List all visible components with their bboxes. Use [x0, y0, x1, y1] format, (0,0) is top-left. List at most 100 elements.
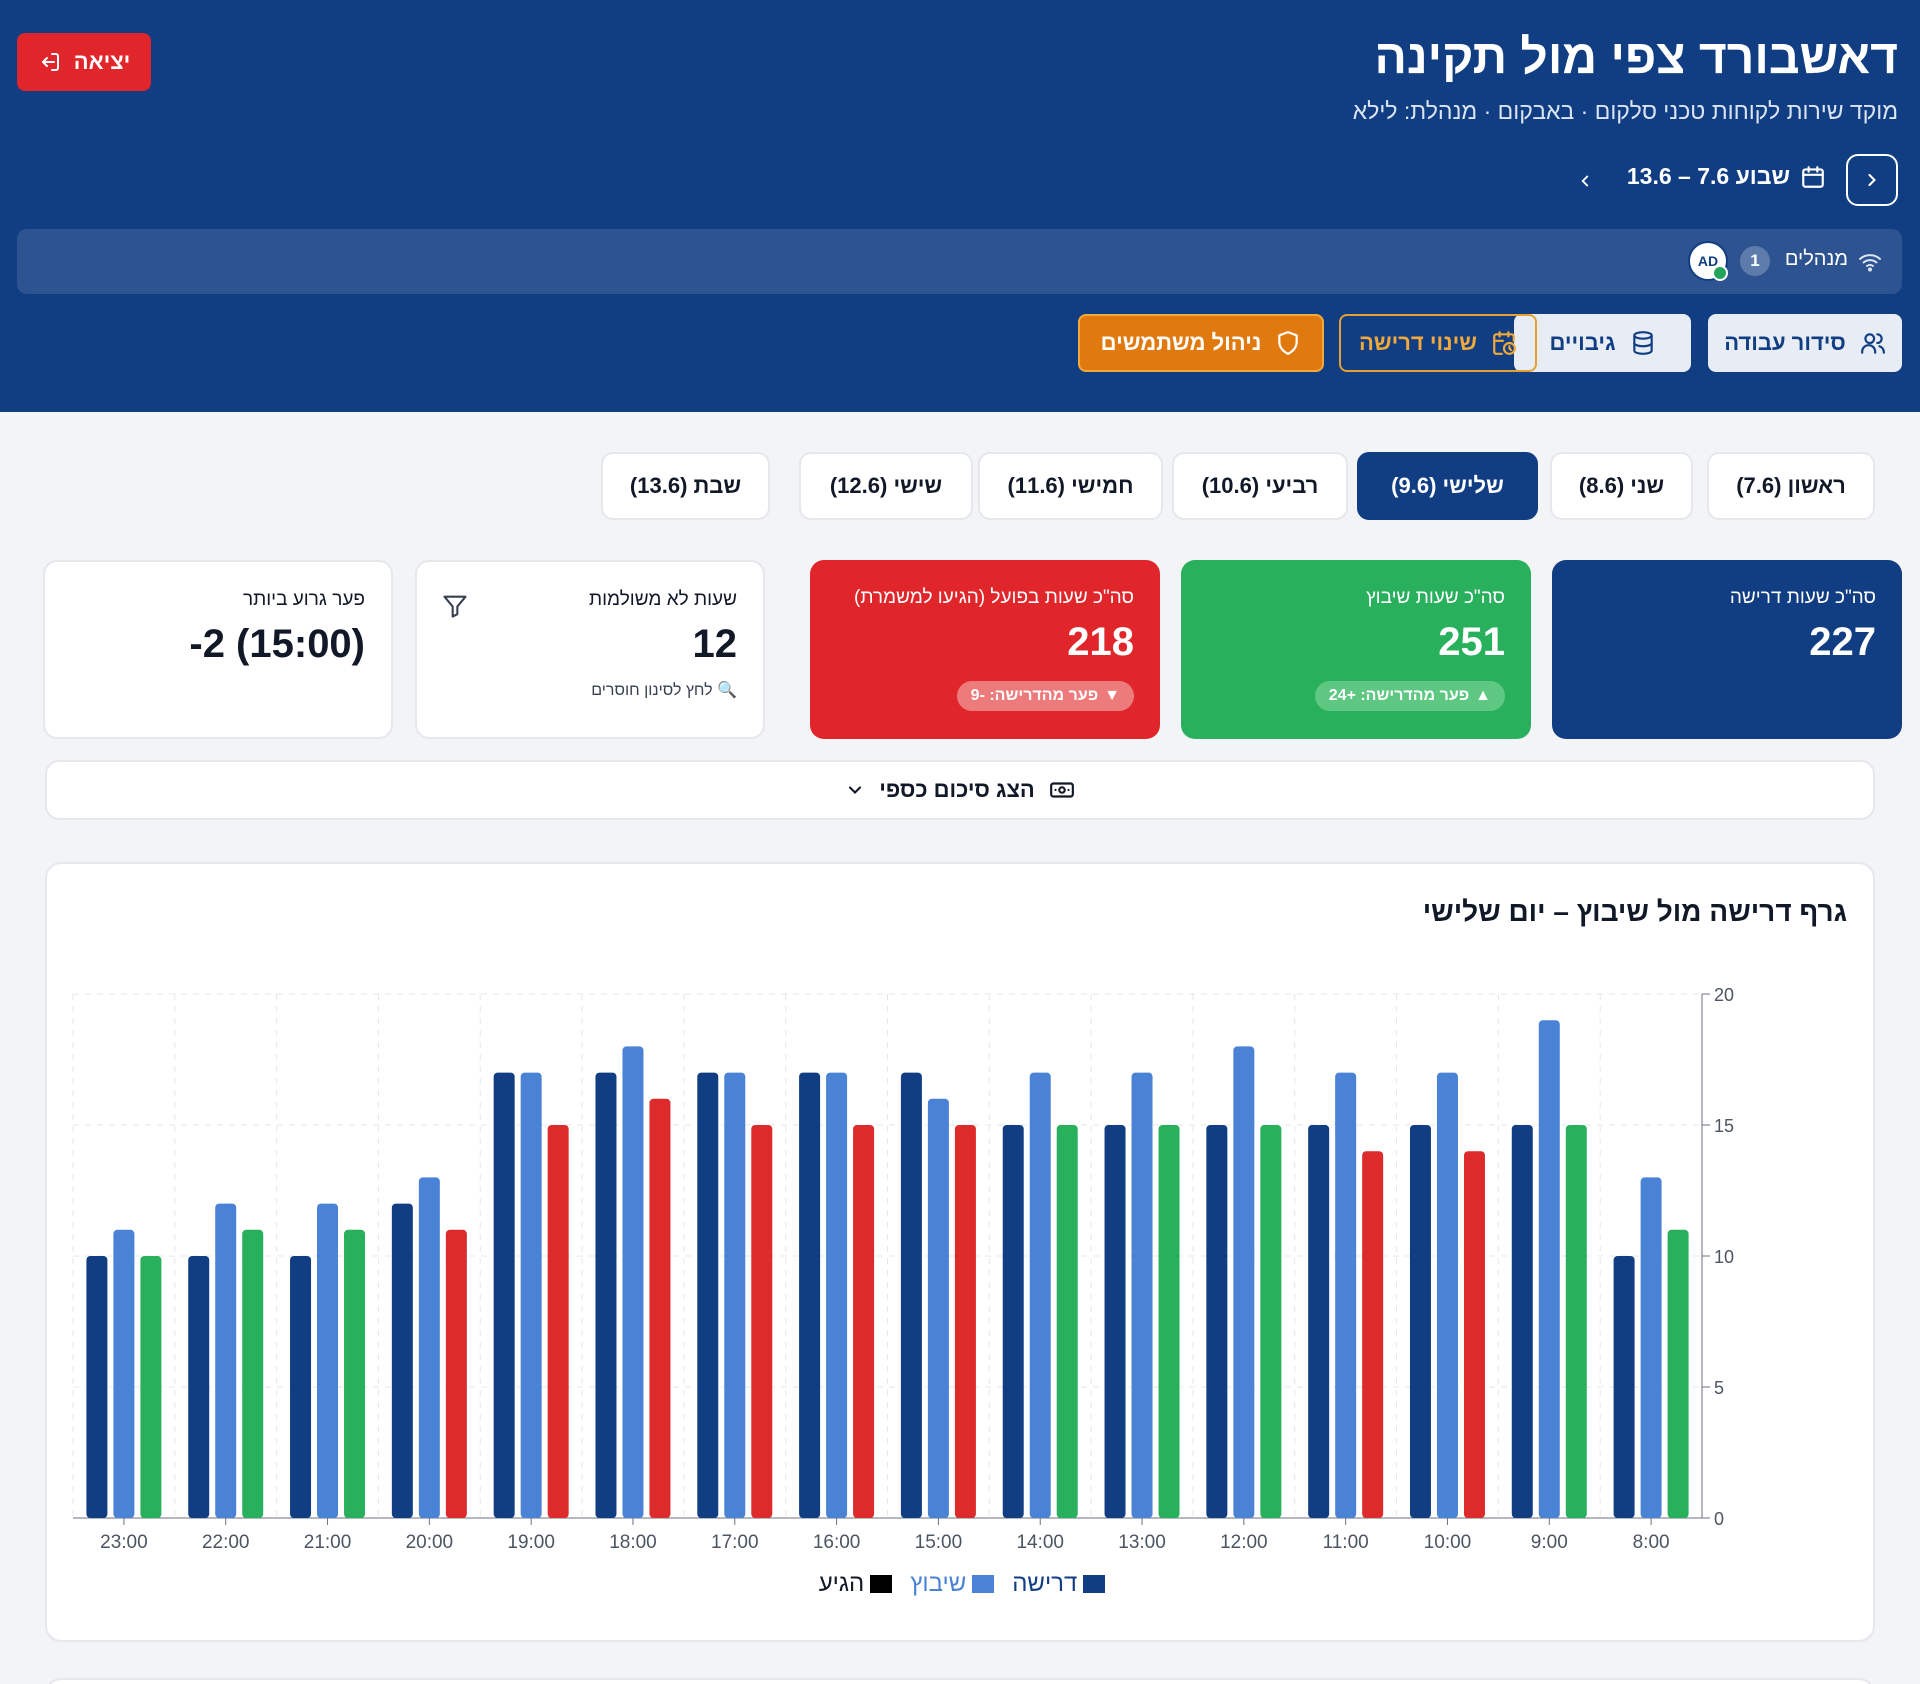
bar-demand [900, 1072, 922, 1518]
bar-demand [1206, 1125, 1228, 1518]
logout-icon [41, 53, 59, 71]
bar-scheduled [520, 1072, 542, 1518]
presence-label: מנהלים [1784, 248, 1848, 270]
x-tick-label: 12:00 [1220, 1532, 1268, 1553]
tab-day-saturday[interactable]: שבת (13.6) [601, 452, 770, 520]
logout-button[interactable]: יציאה [17, 33, 151, 91]
filter-icon[interactable] [441, 592, 469, 620]
next-week-button[interactable] [1846, 154, 1898, 206]
avatar[interactable]: AD [1688, 241, 1728, 281]
bar-arrived [649, 1098, 671, 1518]
stat-scheduled-label: סה"כ שעות שיבוץ [1366, 587, 1505, 608]
x-tick-label: 23:00 [100, 1532, 148, 1553]
nav-backups-button[interactable]: גיבויים [1514, 314, 1691, 372]
users-icon [1860, 333, 1885, 354]
bar-demand [595, 1072, 617, 1518]
tab-day-tuesday[interactable]: שלישי (9.6) [1357, 452, 1538, 520]
chevron-left-icon [1581, 175, 1589, 187]
bar-arrived [1158, 1125, 1180, 1518]
bar-demand [799, 1072, 821, 1518]
x-tick-label: 21:00 [304, 1532, 352, 1553]
tab-day-thursday[interactable]: חמישי (11.6) [978, 452, 1163, 520]
bar-demand [391, 1203, 413, 1518]
tab-day-monday[interactable]: שני (8.6) [1550, 452, 1693, 520]
previous-week-button[interactable] [1570, 166, 1600, 196]
legend-item-scheduled[interactable]: שיבוץ [910, 1570, 995, 1598]
page-subtitle: מוקד שירות לקוחות טכני סלקום · באבקום · … [1352, 98, 1898, 124]
app-header: דאשבורד צפי מול תקינה מוקד שירות לקוחות … [0, 0, 1920, 412]
x-tick-label: 15:00 [915, 1532, 963, 1553]
bar-scheduled [622, 1046, 644, 1518]
stat-card-worst-gap: פער גרוע ביותר -2 (15:00) [43, 560, 393, 739]
bar-scheduled [1029, 1072, 1051, 1518]
tab-day-wednesday[interactable]: רביעי (10.6) [1172, 452, 1348, 520]
bar-demand [1409, 1125, 1431, 1518]
x-tick-label: 14:00 [1016, 1532, 1064, 1553]
bar-arrived [242, 1229, 264, 1518]
nav-demand-change-label: שינוי דרישה [1359, 330, 1477, 355]
stat-scheduled-gap-badge: ▲ פער מהדרישה: +24 [1314, 681, 1505, 711]
bar-demand [493, 1072, 515, 1518]
nav-schedule-label: סידור עבודה [1724, 330, 1846, 355]
bar-demand [1104, 1125, 1126, 1518]
page-title: דאשבורד צפי מול תקינה [1374, 31, 1898, 84]
y-tick-label: 20 [1714, 985, 1734, 1005]
bar-demand [697, 1072, 719, 1518]
logout-label: יציאה [73, 49, 131, 74]
bar-arrived [954, 1125, 976, 1518]
nav-schedule-button[interactable]: סידור עבודה [1708, 314, 1902, 372]
bar-arrived [751, 1125, 773, 1518]
nav-user-management-button[interactable]: ניהול משתמשים [1078, 314, 1324, 372]
legend-swatch-demand [1083, 1575, 1106, 1593]
wifi-icon [1859, 254, 1881, 272]
bar-scheduled [927, 1098, 949, 1518]
week-range-label: שבוע 7.6 – 13.6 [1626, 163, 1790, 189]
chart-card: גרף דרישה מול שיבוץ – יום שלישי 0 5 10 15 20… [45, 862, 1875, 1642]
next-section-card [45, 1678, 1875, 1684]
x-tick-label: 11:00 [1323, 1532, 1369, 1553]
money-summary-toggle[interactable]: הצג סיכום כספי [45, 760, 1875, 820]
nav-backups-label: גיבויים [1549, 330, 1616, 355]
bar-scheduled [1335, 1072, 1357, 1518]
stat-card-unfilled[interactable]: שעות לא משולמות 12 🔍 לחץ לסינון חוסרים [415, 560, 765, 739]
stat-scheduled-gap-text: פער מהדרישה: +24 [1328, 687, 1470, 704]
bar-arrived [1362, 1151, 1384, 1518]
stat-card-scheduled: סה"כ שעות שיבוץ 251 ▲ פער מהדרישה: +24 [1181, 560, 1531, 739]
legend-label-arrived: הגיע [818, 1570, 865, 1597]
tab-day-sunday[interactable]: ראשון (7.6) [1707, 452, 1875, 520]
legend-label-demand: דרישה [1012, 1570, 1078, 1597]
bar-arrived [140, 1256, 162, 1518]
presence-count-badge: 1 [1740, 246, 1770, 276]
x-tick-label: 18:00 [609, 1532, 657, 1553]
bar-scheduled [317, 1203, 339, 1518]
chevron-right-icon [1868, 173, 1876, 187]
bar-arrived [344, 1229, 366, 1518]
online-presence-bar: מנהלים 1 AD [17, 229, 1902, 294]
y-tick-label: 10 [1714, 1247, 1734, 1267]
shield-icon [1278, 331, 1299, 355]
tab-day-friday[interactable]: שישי (12.6) [799, 452, 973, 520]
bar-demand [290, 1256, 312, 1518]
stat-unfilled-label: שעות לא משולמות [588, 589, 737, 610]
bar-scheduled [1436, 1072, 1458, 1518]
stat-actual-gap-text: פער מהדרישה: -9 [970, 687, 1099, 704]
demand-vs-schedule-chart: 0 5 10 15 20 8:00 9:00 10:00 11:00 12:00 13:00 14:0… [72, 985, 1734, 1553]
bar-scheduled [724, 1072, 746, 1518]
x-tick-label: 9:00 [1531, 1532, 1568, 1553]
stat-card-demand: סה"כ שעות דרישה 227 [1552, 560, 1902, 739]
online-status-dot [1712, 265, 1728, 281]
calendar-icon [1802, 165, 1824, 188]
y-tick-label: 0 [1714, 1509, 1724, 1529]
bar-scheduled [113, 1229, 135, 1518]
legend-swatch-arrived [870, 1575, 893, 1593]
bar-demand [1002, 1125, 1024, 1518]
legend-item-arrived[interactable]: הגיע [819, 1570, 893, 1598]
triangle-up-icon: ▲ [1475, 687, 1491, 704]
x-tick-label: 17:00 [711, 1532, 759, 1553]
bar-demand [1511, 1125, 1533, 1518]
stat-unfilled-hint: 🔍 לחץ לסינון חוסרים [591, 680, 737, 700]
stat-scheduled-value: 251 [1438, 620, 1505, 664]
nav-demand-change-button[interactable]: שינוי דרישה [1339, 314, 1537, 372]
chevron-down-icon [849, 786, 862, 794]
legend-item-demand[interactable]: דרישה [1012, 1570, 1106, 1598]
